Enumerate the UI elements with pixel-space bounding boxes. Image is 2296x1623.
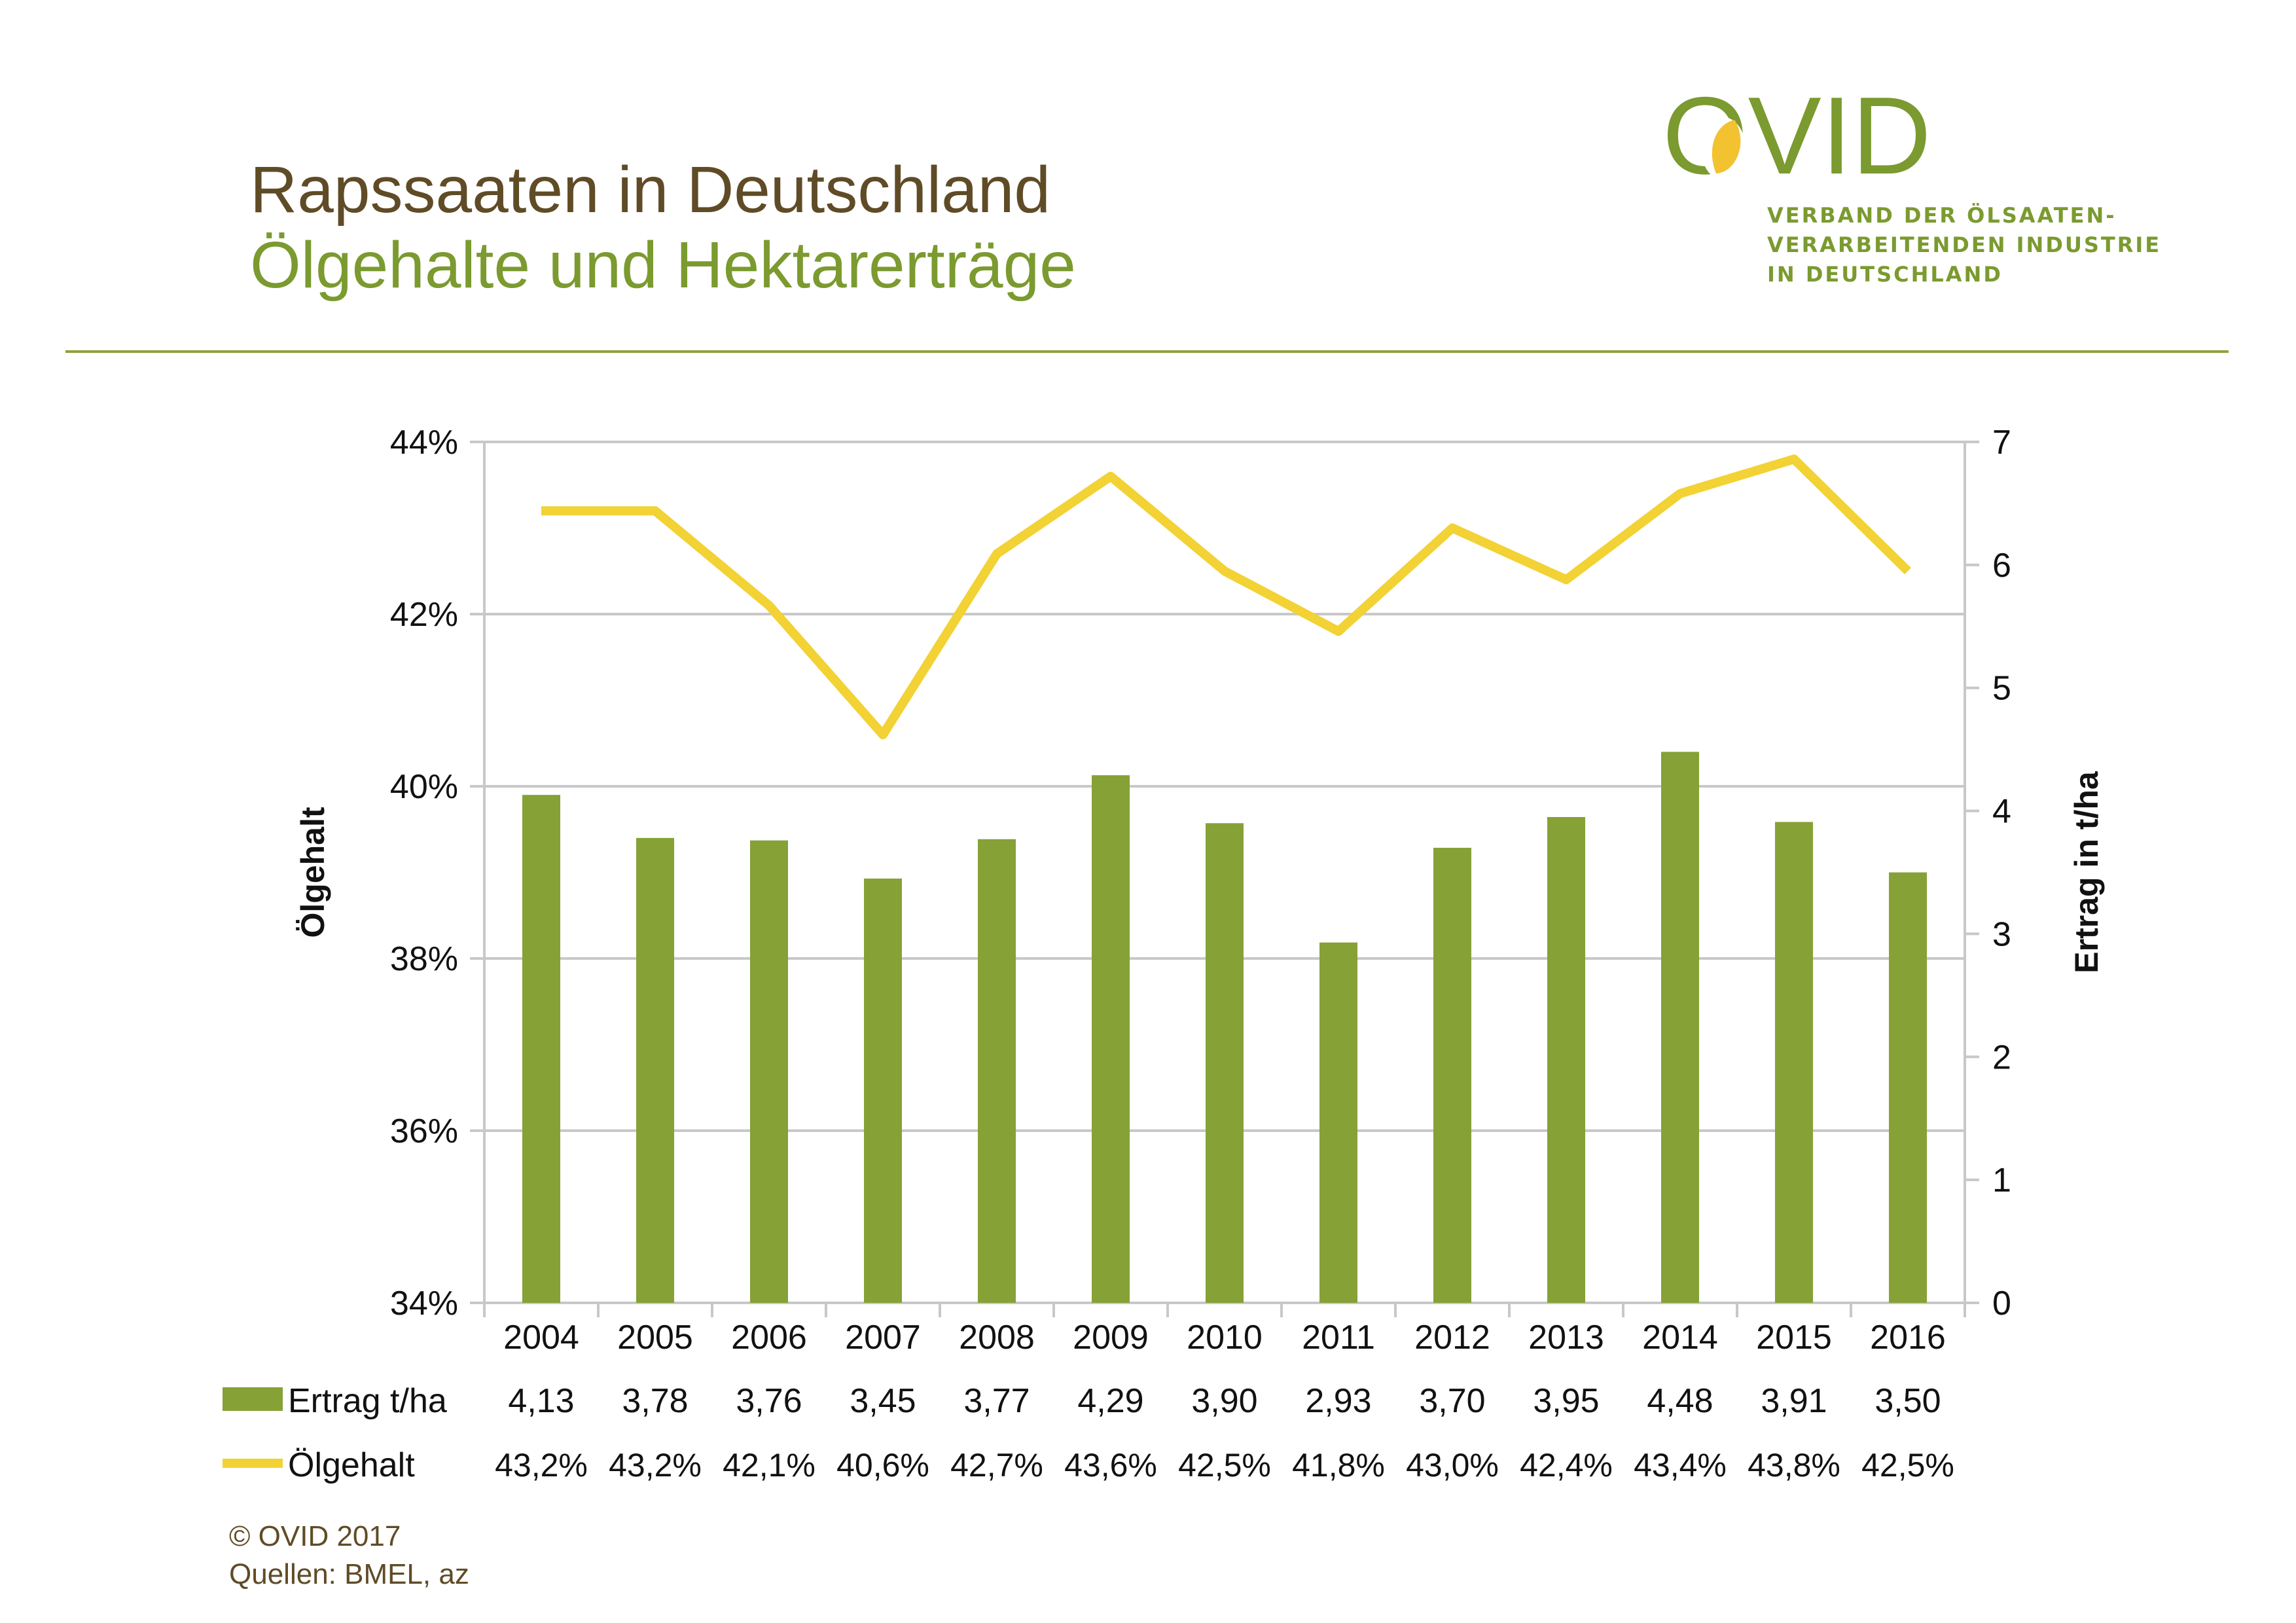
x-tick-label: 2016 xyxy=(1870,1319,1946,1357)
footer: © OVID 2017 Quellen: BMEL, az xyxy=(229,1518,469,1594)
y-right-tick-label: 1 xyxy=(1992,1161,2011,1199)
y-right-tick-label: 0 xyxy=(1992,1285,2011,1322)
page-subtitle: Ölgehalte und Hektarerträge xyxy=(250,228,1076,302)
y-left-tick-label: 40% xyxy=(390,768,458,806)
bar xyxy=(864,878,902,1303)
line-data-label: 43,0% xyxy=(1406,1447,1499,1484)
line-data-label: 42,5% xyxy=(1178,1447,1271,1484)
bar xyxy=(1319,942,1357,1303)
y-right-tick-label: 5 xyxy=(1992,670,2011,708)
bar xyxy=(1092,775,1130,1303)
data-table: Ertrag t/ha Ölgehalt 4,13 3,78 3,76 3,45 3,77 4… xyxy=(223,1382,1954,1484)
bar-data-label: 3,76 xyxy=(736,1382,802,1420)
ovid-tagline: VERBAND DER ÖLSAATEN- VERARBEITENDEN IND… xyxy=(1767,201,2161,289)
y-right-tick-label: 2 xyxy=(1992,1038,2011,1076)
bar xyxy=(750,840,788,1303)
bar-data-label: 3,91 xyxy=(1761,1382,1827,1420)
x-tick-label: 2013 xyxy=(1528,1319,1604,1357)
line-data-label: 42,5% xyxy=(1861,1447,1954,1484)
ovid-logo: OVID VERBAND DER ÖLSAATEN- VERARBEITENDE… xyxy=(1662,82,2159,291)
line-data-label: 43,4% xyxy=(1634,1447,1727,1484)
x-tick-label: 2007 xyxy=(845,1319,921,1357)
line-data-label: 40,6% xyxy=(836,1447,929,1484)
x-tick-label: 2010 xyxy=(1187,1319,1263,1357)
legend-bar-label: Ertrag t/ha xyxy=(288,1382,447,1420)
x-tick-label: 2006 xyxy=(731,1319,807,1357)
x-tick-label: 2012 xyxy=(1414,1319,1490,1357)
x-tick-label: 2008 xyxy=(959,1319,1035,1357)
axis-labels: 34% 36% 38% 40% 42% 44% 0 1 2 3 4 5 6 7 2004 2005 2006 20… xyxy=(295,424,2105,1357)
header-rule xyxy=(65,350,2229,353)
y-left-tick-label: 42% xyxy=(390,596,458,634)
line-data-label: 41,8% xyxy=(1292,1447,1385,1484)
x-tick-label: 2015 xyxy=(1756,1319,1832,1357)
line-data-label: 43,2% xyxy=(495,1447,588,1484)
tagline-line: VERARBEITENDEN INDUSTRIE xyxy=(1767,232,2162,257)
line-data-label: 42,7% xyxy=(950,1447,1043,1484)
y-right-tick-label: 3 xyxy=(1992,915,2011,953)
bar-data-label: 4,13 xyxy=(508,1382,574,1420)
bar-data-label: 4,29 xyxy=(1077,1382,1143,1420)
bar-data-label: 3,70 xyxy=(1419,1382,1485,1420)
line-data-label: 42,1% xyxy=(723,1447,816,1484)
bar-data-label: 2,93 xyxy=(1305,1382,1371,1420)
line-data-label: 43,6% xyxy=(1064,1447,1157,1484)
ovid-wordmark-logo: OVID xyxy=(1662,82,1931,187)
line-data-label: 42,4% xyxy=(1520,1447,1613,1484)
y-left-tick-label: 44% xyxy=(390,424,458,462)
copyright-text: © OVID 2017 xyxy=(229,1520,401,1552)
y-right-tick-label: 7 xyxy=(1992,424,2011,462)
bar-data-label: 3,78 xyxy=(622,1382,688,1420)
bar-data-label: 3,90 xyxy=(1191,1382,1257,1420)
bar-data-label: 3,95 xyxy=(1533,1382,1599,1420)
line-data-label: 43,2% xyxy=(609,1447,702,1484)
y-left-tick-label: 34% xyxy=(390,1285,458,1322)
tagline-line: IN DEUTSCHLAND xyxy=(1767,262,2003,287)
bar-data-label: 3,50 xyxy=(1874,1382,1941,1420)
y-right-axis-title: Ertrag in t/ha xyxy=(2068,771,2105,974)
oelgehalt-line xyxy=(541,454,1911,740)
bar xyxy=(636,837,674,1303)
line-data-label: 43,8% xyxy=(1748,1447,1840,1484)
legend-bar-swatch xyxy=(223,1387,283,1411)
bar xyxy=(978,839,1016,1303)
y-left-tick-label: 38% xyxy=(390,940,458,978)
bar xyxy=(522,795,560,1303)
axes xyxy=(470,441,1979,1317)
bar xyxy=(1547,816,1585,1303)
bar-series xyxy=(522,752,1927,1303)
bar-data-label: 3,77 xyxy=(963,1382,1030,1420)
bar xyxy=(1775,822,1813,1303)
bar xyxy=(1889,872,1927,1303)
x-tick-label: 2014 xyxy=(1642,1319,1718,1357)
sources-text: Quellen: BMEL, az xyxy=(229,1558,469,1590)
y-right-tick-label: 4 xyxy=(1992,793,2011,831)
x-tick-label: 2004 xyxy=(503,1319,579,1357)
bar xyxy=(1206,823,1244,1303)
bar xyxy=(1661,752,1699,1303)
y-left-axis-title: Ölgehalt xyxy=(295,807,331,938)
x-tick-label: 2005 xyxy=(617,1319,693,1357)
legend-line-label: Ölgehalt xyxy=(288,1446,415,1484)
tagline-line: VERBAND DER ÖLSAATEN- xyxy=(1767,203,2117,228)
bar-data-label: 4,48 xyxy=(1647,1382,1713,1420)
bar-data-label: 3,45 xyxy=(850,1382,916,1420)
bar xyxy=(1433,847,1471,1303)
line-series xyxy=(541,454,1911,740)
x-tick-label: 2009 xyxy=(1073,1319,1149,1357)
x-tick-label: 2011 xyxy=(1302,1319,1375,1357)
page-title: Rapssaaten in Deutschland xyxy=(250,153,1050,227)
y-left-tick-label: 36% xyxy=(390,1112,458,1150)
y-right-tick-label: 6 xyxy=(1992,547,2011,585)
